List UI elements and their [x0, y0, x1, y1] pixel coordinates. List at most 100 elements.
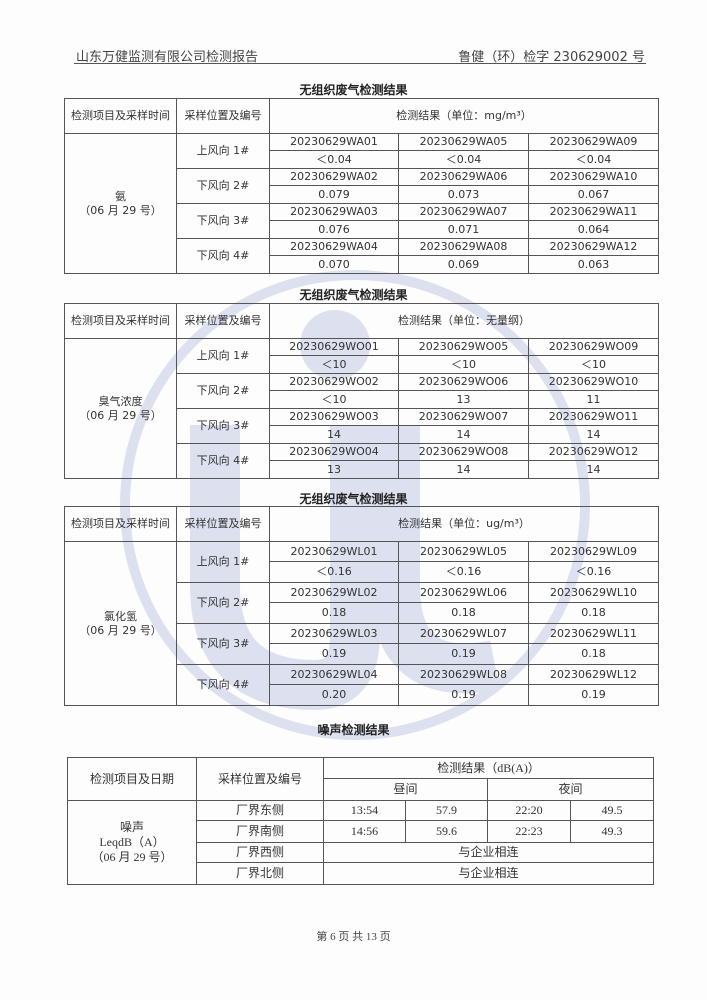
report-number: 鲁健（环）检字 230629002 号 [458, 50, 645, 65]
sample-id: 20230629WO01 [269, 338, 399, 356]
header-rule [74, 63, 646, 64]
night-value: 49.5 [569, 800, 655, 821]
item-cell: 氯化氢 （06 月 29 号） [64, 541, 177, 706]
header-item: 检测项目及日期 [67, 757, 197, 801]
sample-value: ＜0.04 [527, 150, 660, 169]
position: 下风向 3# [176, 408, 270, 444]
sample-value: 0.19 [398, 643, 529, 665]
header-position: 采样位置及编号 [176, 303, 270, 339]
sample-value: 0.18 [528, 643, 659, 665]
sample-value: 14 [527, 425, 660, 444]
sample-id: 20230629WL09 [528, 541, 659, 562]
position: 上风向 1# [176, 133, 270, 169]
sample-value: 0.073 [398, 185, 529, 204]
table-title: 无组织废气检测结果 [299, 288, 408, 302]
page-footer: 第 6 页 共 13 页 [316, 931, 391, 943]
sample-value: ＜0.04 [398, 150, 529, 169]
position: 下风向 4# [176, 664, 270, 706]
day-time: 14:56 [323, 820, 406, 843]
night-time: 22:20 [487, 800, 571, 821]
sample-value: 0.079 [269, 185, 399, 204]
position: 厂界西侧 [196, 842, 324, 863]
position: 下风向 2# [176, 373, 270, 409]
day-value: 57.9 [405, 800, 488, 821]
sample-id: 20230629WO06 [398, 373, 529, 391]
sample-value: 0.19 [528, 684, 659, 706]
header-item: 检测项目及采样时间 [64, 98, 177, 134]
sample-id: 20230629WL03 [269, 623, 399, 644]
item-cell: 臭气浓度 （06 月 29 号） [64, 338, 177, 479]
sample-id: 20230629WA08 [398, 238, 529, 256]
sample-id: 20230629WL04 [269, 664, 399, 685]
sample-value: ＜0.16 [269, 561, 399, 583]
sample-id: 20230629WA10 [527, 168, 660, 186]
sample-value: ＜10 [269, 355, 399, 374]
position: 下风向 2# [176, 582, 270, 624]
sample-value: 0.064 [527, 220, 660, 239]
position: 下风向 3# [176, 203, 270, 239]
header-position: 采样位置及编号 [176, 506, 270, 542]
sample-id: 20230629WA04 [269, 238, 399, 256]
header-result: 检测结果（单位：ug/m³） [269, 506, 659, 542]
sample-value: 0.20 [269, 684, 399, 706]
sample-value: ＜10 [269, 390, 399, 409]
sample-id: 20230629WL12 [528, 664, 659, 685]
position: 上风向 1# [176, 338, 270, 374]
sample-id: 20230629WL07 [398, 623, 529, 644]
sample-id: 20230629WA03 [269, 203, 399, 221]
header-position: 采样位置及编号 [176, 98, 270, 134]
position: 厂界北侧 [196, 862, 324, 885]
noise-title: 噪声检测结果 [317, 723, 390, 737]
header-result: 检测结果（dB(A)） [322, 757, 655, 779]
air-results-table: 检测项目及采样时间 采样位置及编号 检测结果（单位：无量纲） 臭气浓度 （06 月 29… [64, 303, 660, 479]
header-night: 夜间 [486, 778, 655, 801]
sample-id: 20230629WA11 [527, 203, 660, 221]
position: 厂界东侧 [196, 800, 324, 821]
night-time: 22:23 [487, 820, 571, 843]
sample-value: 0.076 [269, 220, 399, 239]
sample-value: ＜0.04 [269, 150, 399, 169]
table-title: 无组织废气检测结果 [299, 83, 408, 97]
sample-id: 20230629WA06 [398, 168, 529, 186]
sample-id: 20230629WO07 [398, 408, 529, 426]
sample-value: 0.069 [398, 255, 529, 274]
sample-id: 20230629WL08 [398, 664, 529, 685]
sample-value: 14 [398, 425, 529, 444]
sample-value: ＜0.16 [528, 561, 659, 583]
sample-id: 20230629WO08 [398, 443, 529, 461]
sample-value: 0.19 [269, 643, 399, 665]
header-item: 检测项目及采样时间 [64, 303, 177, 339]
note: 与企业相连 [322, 842, 655, 863]
day-value: 59.6 [405, 820, 488, 843]
sample-id: 20230629WO02 [269, 373, 399, 391]
sample-value: 14 [398, 460, 529, 479]
header-result: 检测结果（单位：mg/m³） [268, 98, 660, 134]
sample-value: 14 [269, 425, 399, 444]
sample-value: 0.18 [269, 602, 399, 624]
sample-id: 20230629WA09 [527, 133, 660, 151]
header-position: 采样位置及编号 [196, 757, 324, 801]
position: 下风向 2# [176, 168, 270, 204]
sample-id: 20230629WL11 [528, 623, 659, 644]
air-results-table: 检测项目及采样时间 采样位置及编号 检测结果（单位：ug/m³） 氯化氢 （06 月 2… [64, 506, 659, 706]
sample-value: 0.18 [398, 602, 529, 624]
sample-id: 20230629WA02 [269, 168, 399, 186]
sample-value: ＜10 [527, 355, 660, 374]
position: 下风向 3# [176, 623, 270, 665]
sample-id: 20230629WO11 [527, 408, 660, 426]
header-day: 昼间 [323, 778, 488, 801]
note: 与企业相连 [322, 862, 655, 885]
position: 下风向 4# [176, 443, 270, 479]
sample-id: 20230629WA07 [398, 203, 529, 221]
air-results-table: 检测项目及采样时间 采样位置及编号 检测结果（单位：mg/m³） 氨（06 月 29 … [64, 98, 660, 274]
sample-id: 20230629WO10 [527, 373, 660, 391]
company-header: 山东万健监测有限公司检测报告 [76, 50, 259, 65]
sample-value: ＜0.16 [398, 561, 529, 583]
sample-value: 11 [527, 390, 660, 409]
sample-value: 13 [269, 460, 399, 479]
sample-id: 20230629WL05 [398, 541, 529, 562]
sample-value: 0.071 [398, 220, 529, 239]
position: 上风向 1# [176, 541, 270, 583]
sample-id: 20230629WL06 [398, 582, 529, 603]
sample-id: 20230629WO05 [398, 338, 529, 356]
